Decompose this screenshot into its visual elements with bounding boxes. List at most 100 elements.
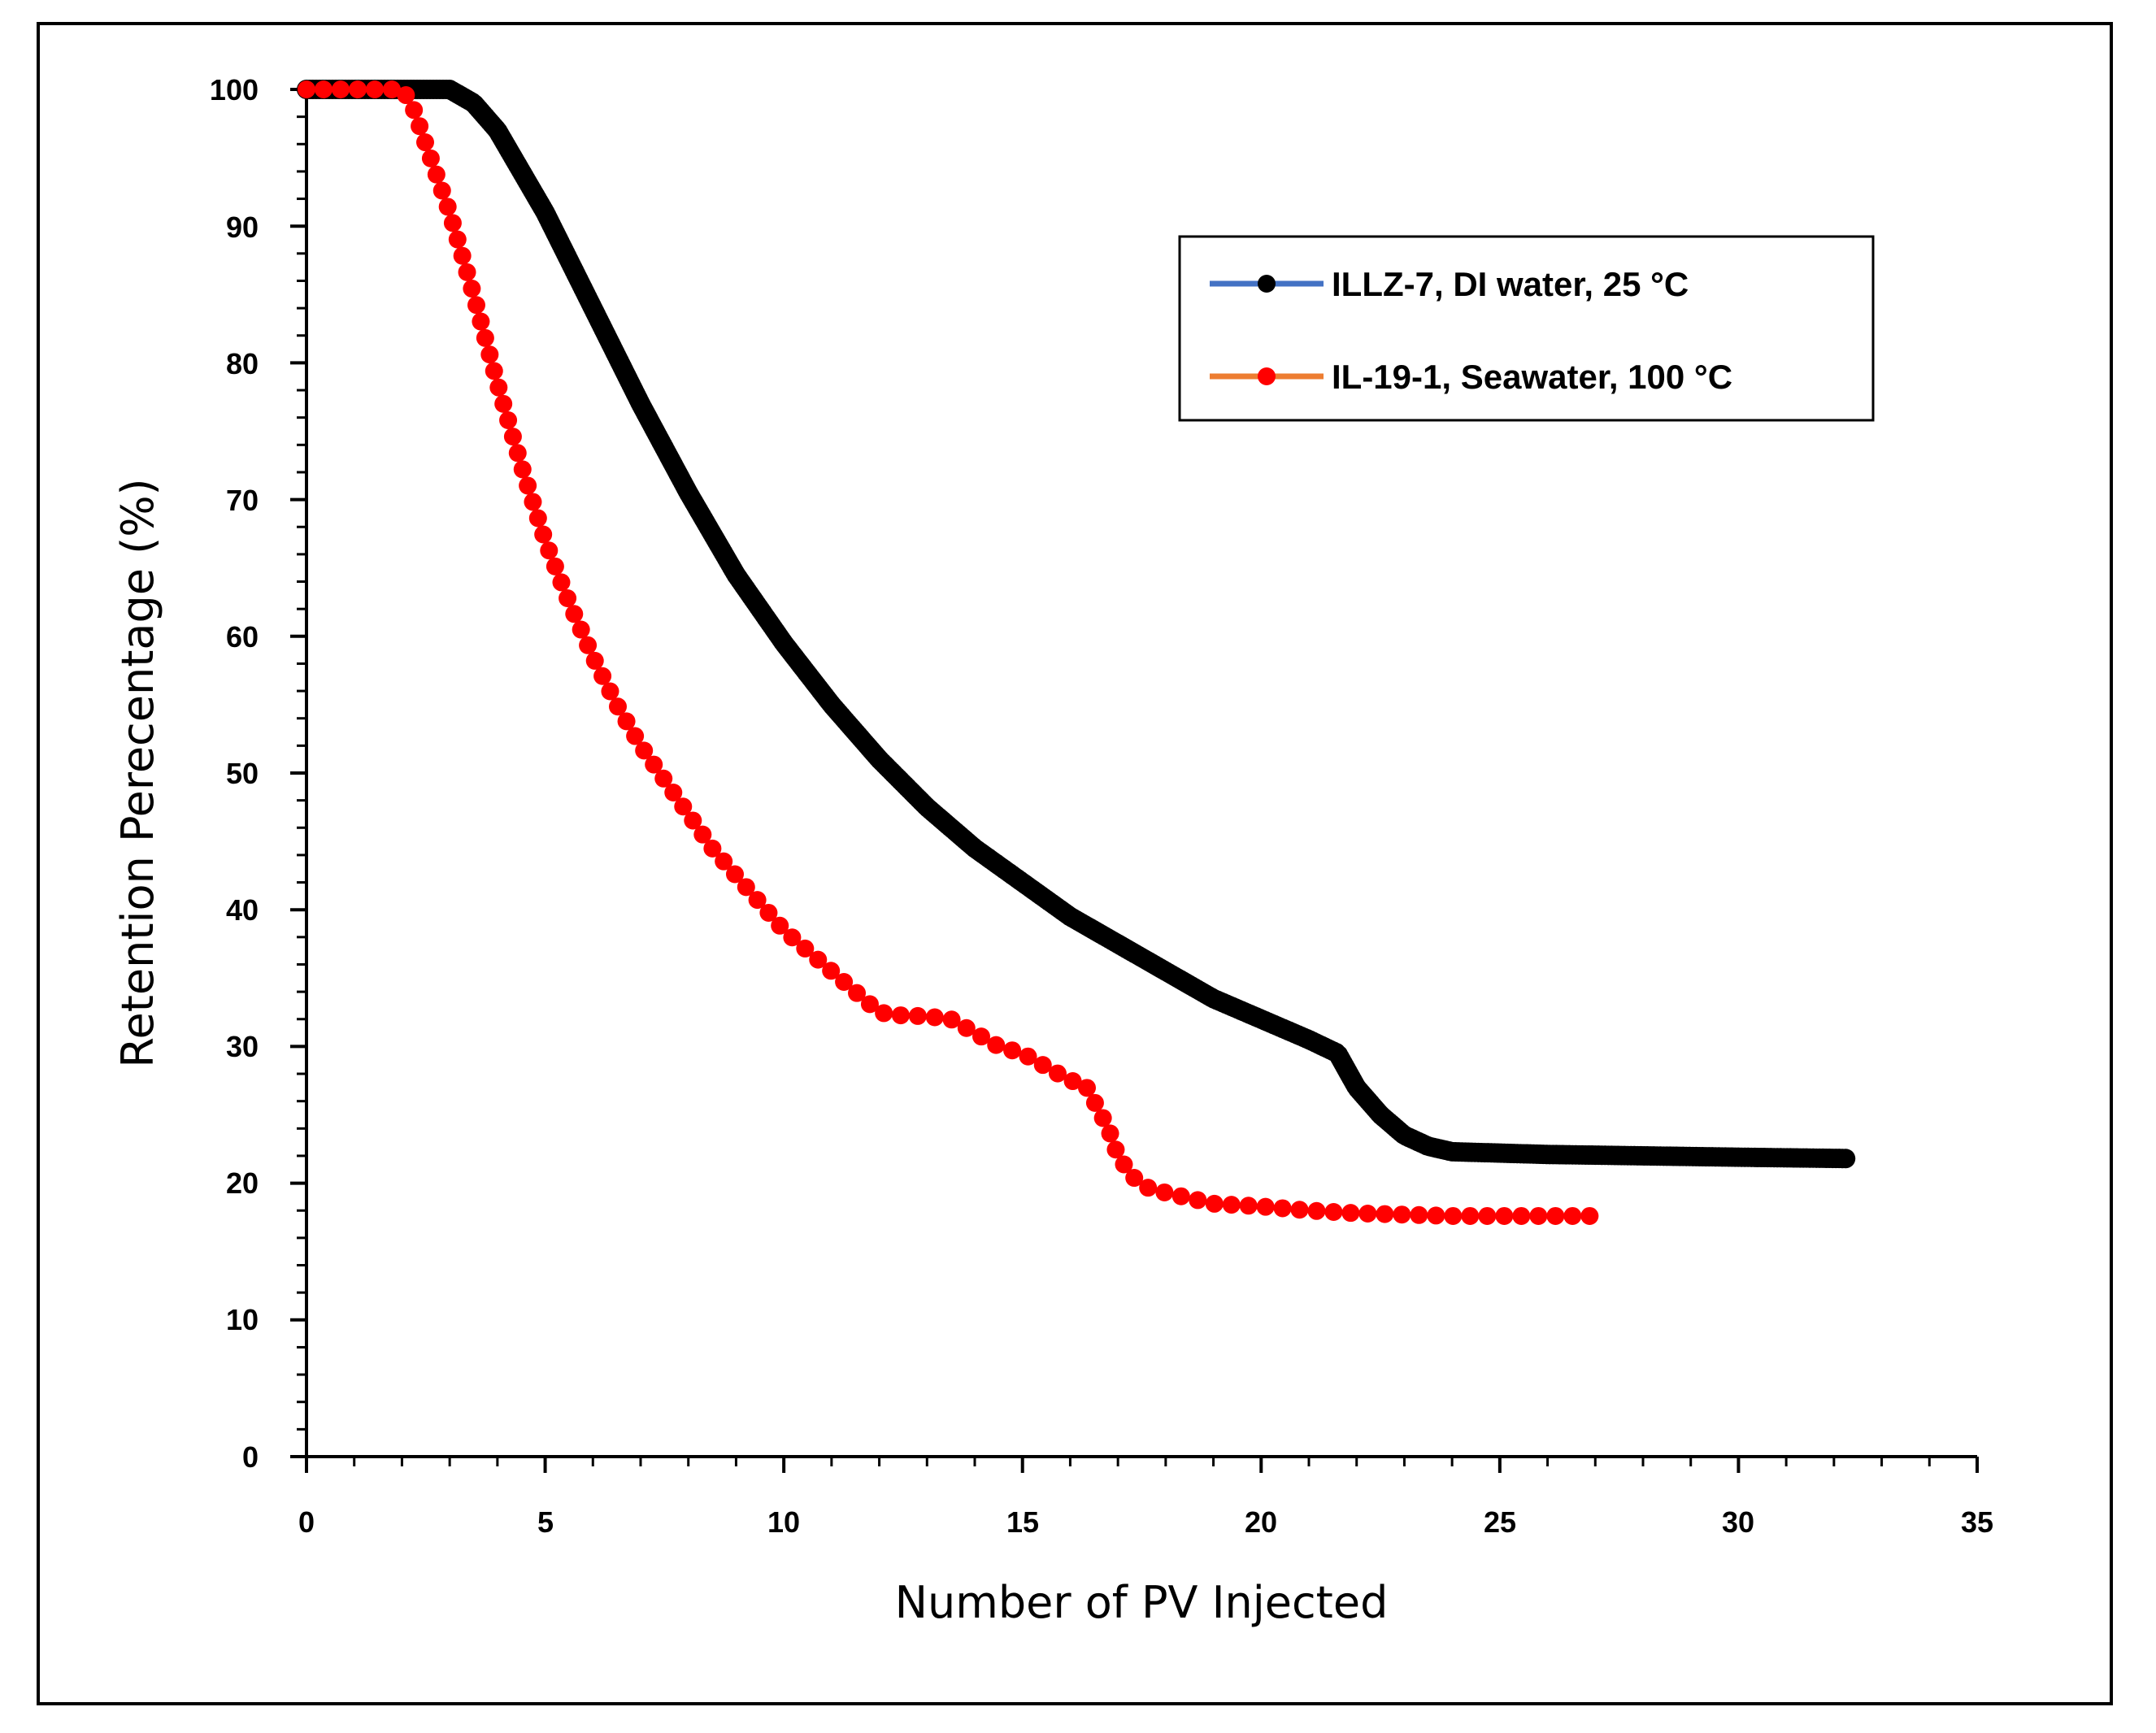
data-point xyxy=(472,312,490,331)
data-point xyxy=(1307,1201,1326,1220)
data-point xyxy=(748,891,767,910)
legend-marker-il19 xyxy=(1258,367,1276,385)
data-point xyxy=(835,972,854,991)
data-point xyxy=(1115,1155,1133,1174)
data-point xyxy=(972,1027,991,1046)
x-tick-label: 5 xyxy=(537,1505,554,1539)
data-point xyxy=(715,852,733,871)
data-point xyxy=(467,296,485,315)
data-point xyxy=(508,444,527,463)
data-point xyxy=(397,86,415,105)
data-point xyxy=(1078,1079,1097,1097)
data-point xyxy=(546,557,564,575)
data-point xyxy=(737,878,755,897)
data-point xyxy=(1222,1196,1241,1214)
data-point xyxy=(572,620,590,639)
y-tick-label: 60 xyxy=(226,620,259,654)
data-point xyxy=(1085,1093,1104,1112)
data-point xyxy=(1427,1206,1445,1225)
data-point xyxy=(1563,1206,1582,1225)
data-point xyxy=(1529,1206,1548,1225)
data-point xyxy=(476,328,494,347)
y-tick-label: 50 xyxy=(226,757,259,790)
y-tick-label: 90 xyxy=(226,211,259,244)
data-point xyxy=(908,1006,927,1025)
data-point xyxy=(693,825,712,844)
data-point xyxy=(565,605,584,623)
data-point xyxy=(635,741,654,760)
data-point xyxy=(528,509,547,528)
data-point xyxy=(1273,1199,1292,1218)
data-point xyxy=(725,865,744,884)
data-point xyxy=(438,198,457,216)
data-point xyxy=(366,80,384,98)
data-point xyxy=(645,755,663,774)
data-point xyxy=(1341,1204,1360,1223)
data-point xyxy=(809,950,828,969)
data-point xyxy=(1003,1041,1022,1060)
data-point xyxy=(463,280,481,298)
y-tick-label: 0 xyxy=(242,1440,259,1474)
data-point xyxy=(891,1006,910,1025)
data-point xyxy=(664,784,683,802)
data-point xyxy=(1033,1056,1052,1075)
x-axis-title: Number of PV Injected xyxy=(895,1577,1389,1628)
data-point xyxy=(626,727,645,745)
y-tick-label: 80 xyxy=(226,347,259,380)
data-point xyxy=(559,589,577,607)
data-point xyxy=(1393,1205,1411,1224)
y-tick-label: 100 xyxy=(210,73,259,106)
y-tick-label: 10 xyxy=(226,1303,259,1336)
data-point xyxy=(485,362,503,380)
data-point xyxy=(499,410,518,429)
minor-ticks xyxy=(297,115,1931,1466)
data-point xyxy=(1478,1206,1497,1225)
data-point xyxy=(298,80,315,98)
data-point xyxy=(503,428,522,446)
legend-box xyxy=(1178,235,1875,422)
data-point xyxy=(1358,1204,1377,1223)
data-point xyxy=(1444,1206,1463,1225)
data-point xyxy=(453,246,472,265)
data-point xyxy=(1495,1206,1514,1225)
data-point xyxy=(480,345,499,364)
data-point xyxy=(875,1004,893,1023)
data-point xyxy=(519,476,537,495)
data-point xyxy=(349,80,367,98)
data-point xyxy=(771,916,789,935)
plot-series xyxy=(297,80,1856,1225)
x-tick-label: 25 xyxy=(1484,1505,1516,1539)
data-point xyxy=(1093,1109,1112,1127)
data-point xyxy=(684,811,702,830)
x-tick-labels: 0 5 10 15 20 25 30 35 xyxy=(298,1505,1993,1539)
series-2 xyxy=(298,80,1599,1225)
data-point xyxy=(957,1019,976,1037)
data-point xyxy=(1189,1191,1207,1210)
data-point xyxy=(415,133,434,152)
data-point xyxy=(579,636,598,654)
data-point xyxy=(1546,1206,1565,1225)
data-point xyxy=(489,378,508,397)
data-point xyxy=(1324,1202,1343,1221)
legend-label-illz7: ILLZ-7, DI water, 25 °C xyxy=(1332,265,1689,303)
data-point xyxy=(383,80,401,98)
data-point xyxy=(1410,1205,1428,1224)
x-tick-label: 15 xyxy=(1006,1505,1039,1539)
data-point xyxy=(1101,1124,1119,1143)
data-point xyxy=(458,263,476,281)
data-point xyxy=(1239,1197,1258,1215)
data-point xyxy=(1019,1047,1037,1066)
y-tick-label: 40 xyxy=(226,893,259,927)
x-tick-label: 0 xyxy=(298,1505,315,1539)
data-point xyxy=(703,839,722,858)
data-point xyxy=(1376,1205,1394,1223)
data-point xyxy=(654,769,673,788)
data-point xyxy=(552,573,571,592)
data-point xyxy=(315,80,333,98)
x-tick-label: 35 xyxy=(1961,1505,1993,1539)
legend: ILLZ-7, DI water, 25 °C IL-19-1, Seawate… xyxy=(1178,235,1875,422)
legend-marker-illz7 xyxy=(1258,275,1276,293)
data-point xyxy=(1256,1197,1275,1216)
data-point xyxy=(421,149,440,167)
